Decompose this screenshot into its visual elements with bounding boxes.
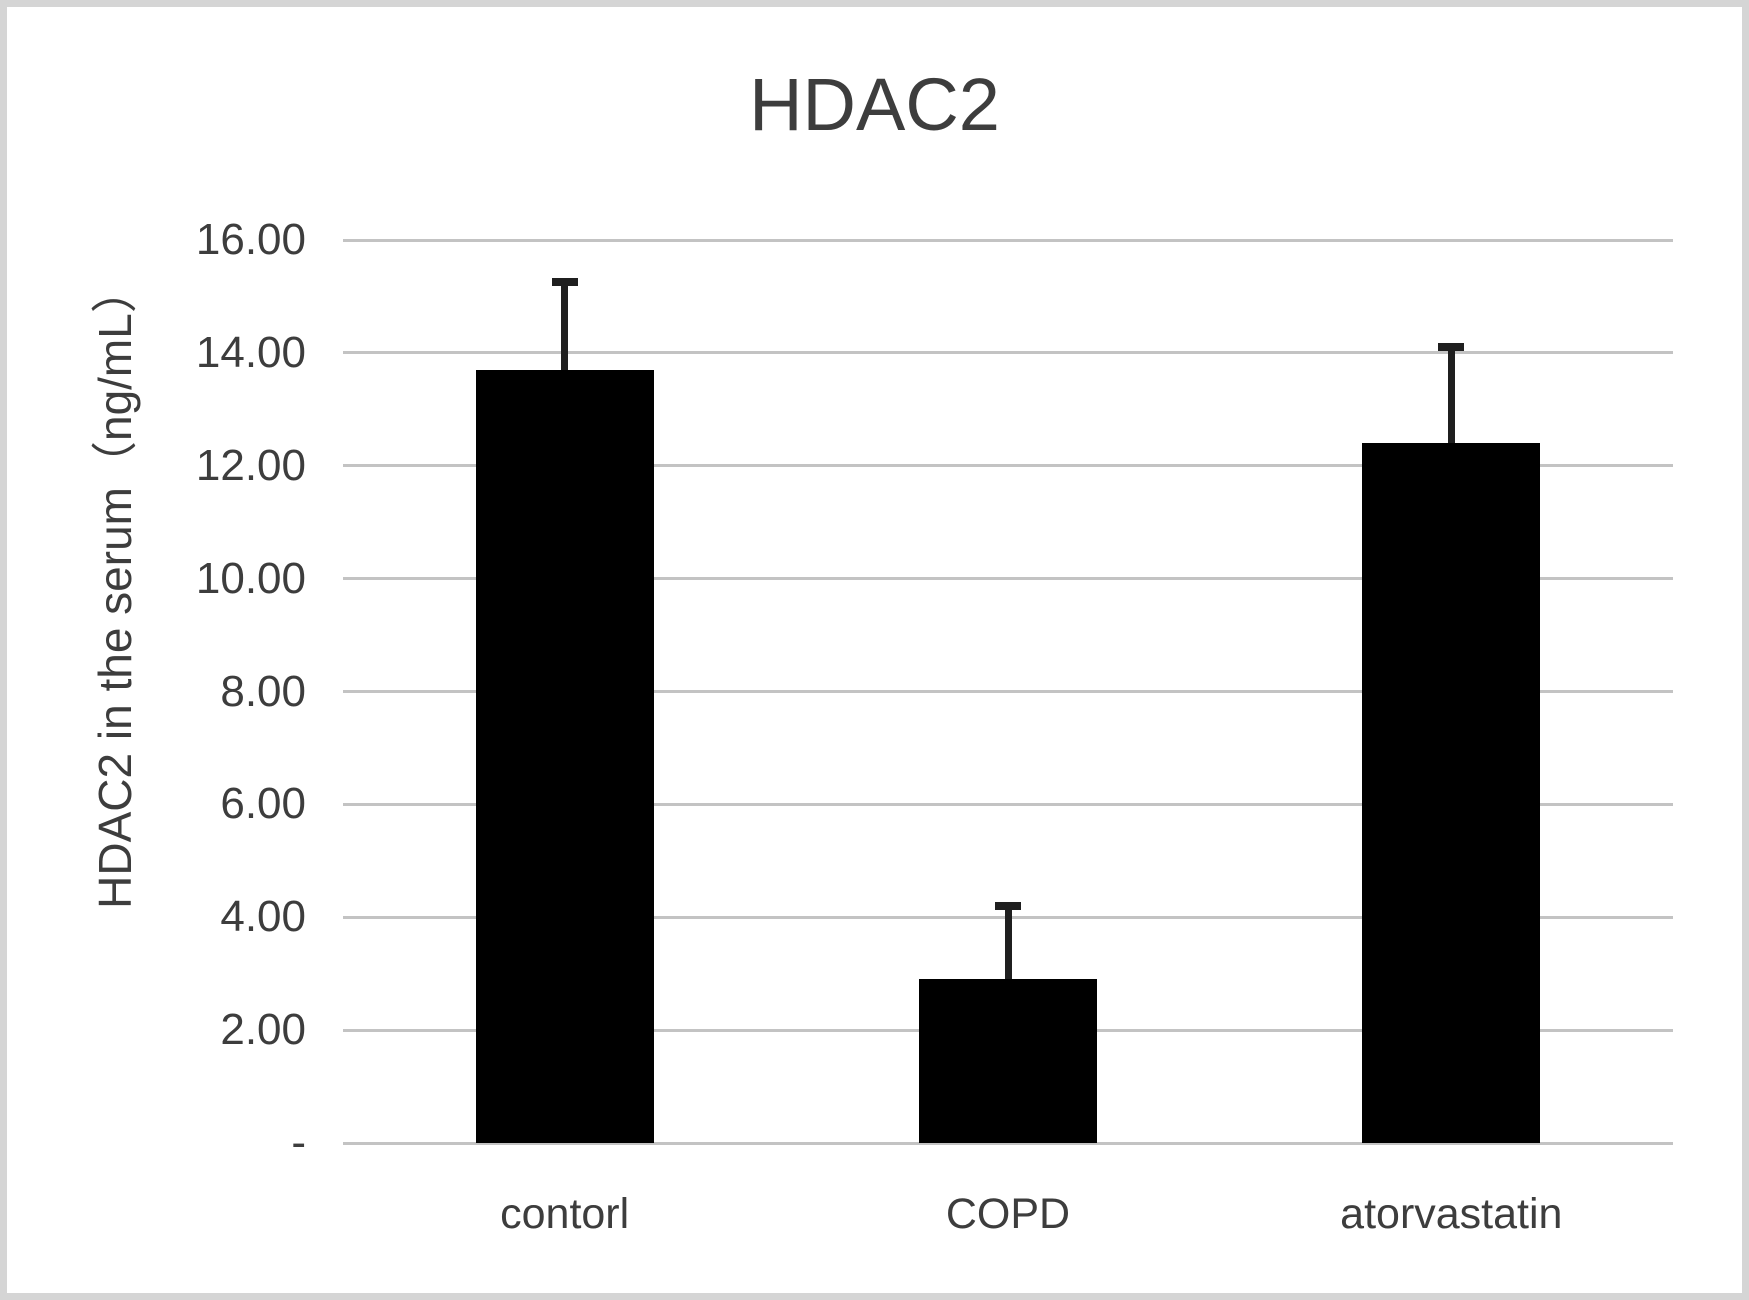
y-tick-label: 6.00 [220, 779, 306, 829]
gridline [343, 690, 1673, 693]
y-tick-label: - [291, 1118, 306, 1167]
gridline [343, 577, 1673, 581]
bar [919, 979, 1097, 1143]
gridline [343, 351, 1673, 355]
gridline [343, 1141, 1673, 1145]
error-bar-line [1004, 905, 1012, 980]
gridline [343, 238, 1673, 242]
y-tick-label: 16.00 [195, 215, 306, 264]
y-tick-label: 2.00 [220, 1005, 306, 1055]
x-category-label: atorvastatin [1340, 1190, 1563, 1238]
error-bar-cap [995, 901, 1021, 910]
error-bar-cap [551, 278, 578, 287]
error-bar-line [1447, 347, 1455, 444]
x-category-label: COPD [945, 1190, 1071, 1238]
bar [475, 369, 654, 1143]
x-category-label: contorl [500, 1190, 630, 1238]
gridline [343, 464, 1673, 468]
y-tick-label: 4.00 [220, 892, 306, 942]
bar [1362, 443, 1541, 1143]
y-tick-label: 10.00 [195, 553, 306, 603]
y-tick-label: 8.00 [220, 666, 306, 716]
y-tick-label: 12.00 [195, 440, 306, 490]
error-bar-cap [1438, 343, 1465, 352]
error-bar-line [561, 282, 569, 370]
chart-title: HDAC2 [749, 63, 1000, 146]
gridline [343, 802, 1673, 806]
y-tick-label: 14.00 [195, 327, 306, 377]
